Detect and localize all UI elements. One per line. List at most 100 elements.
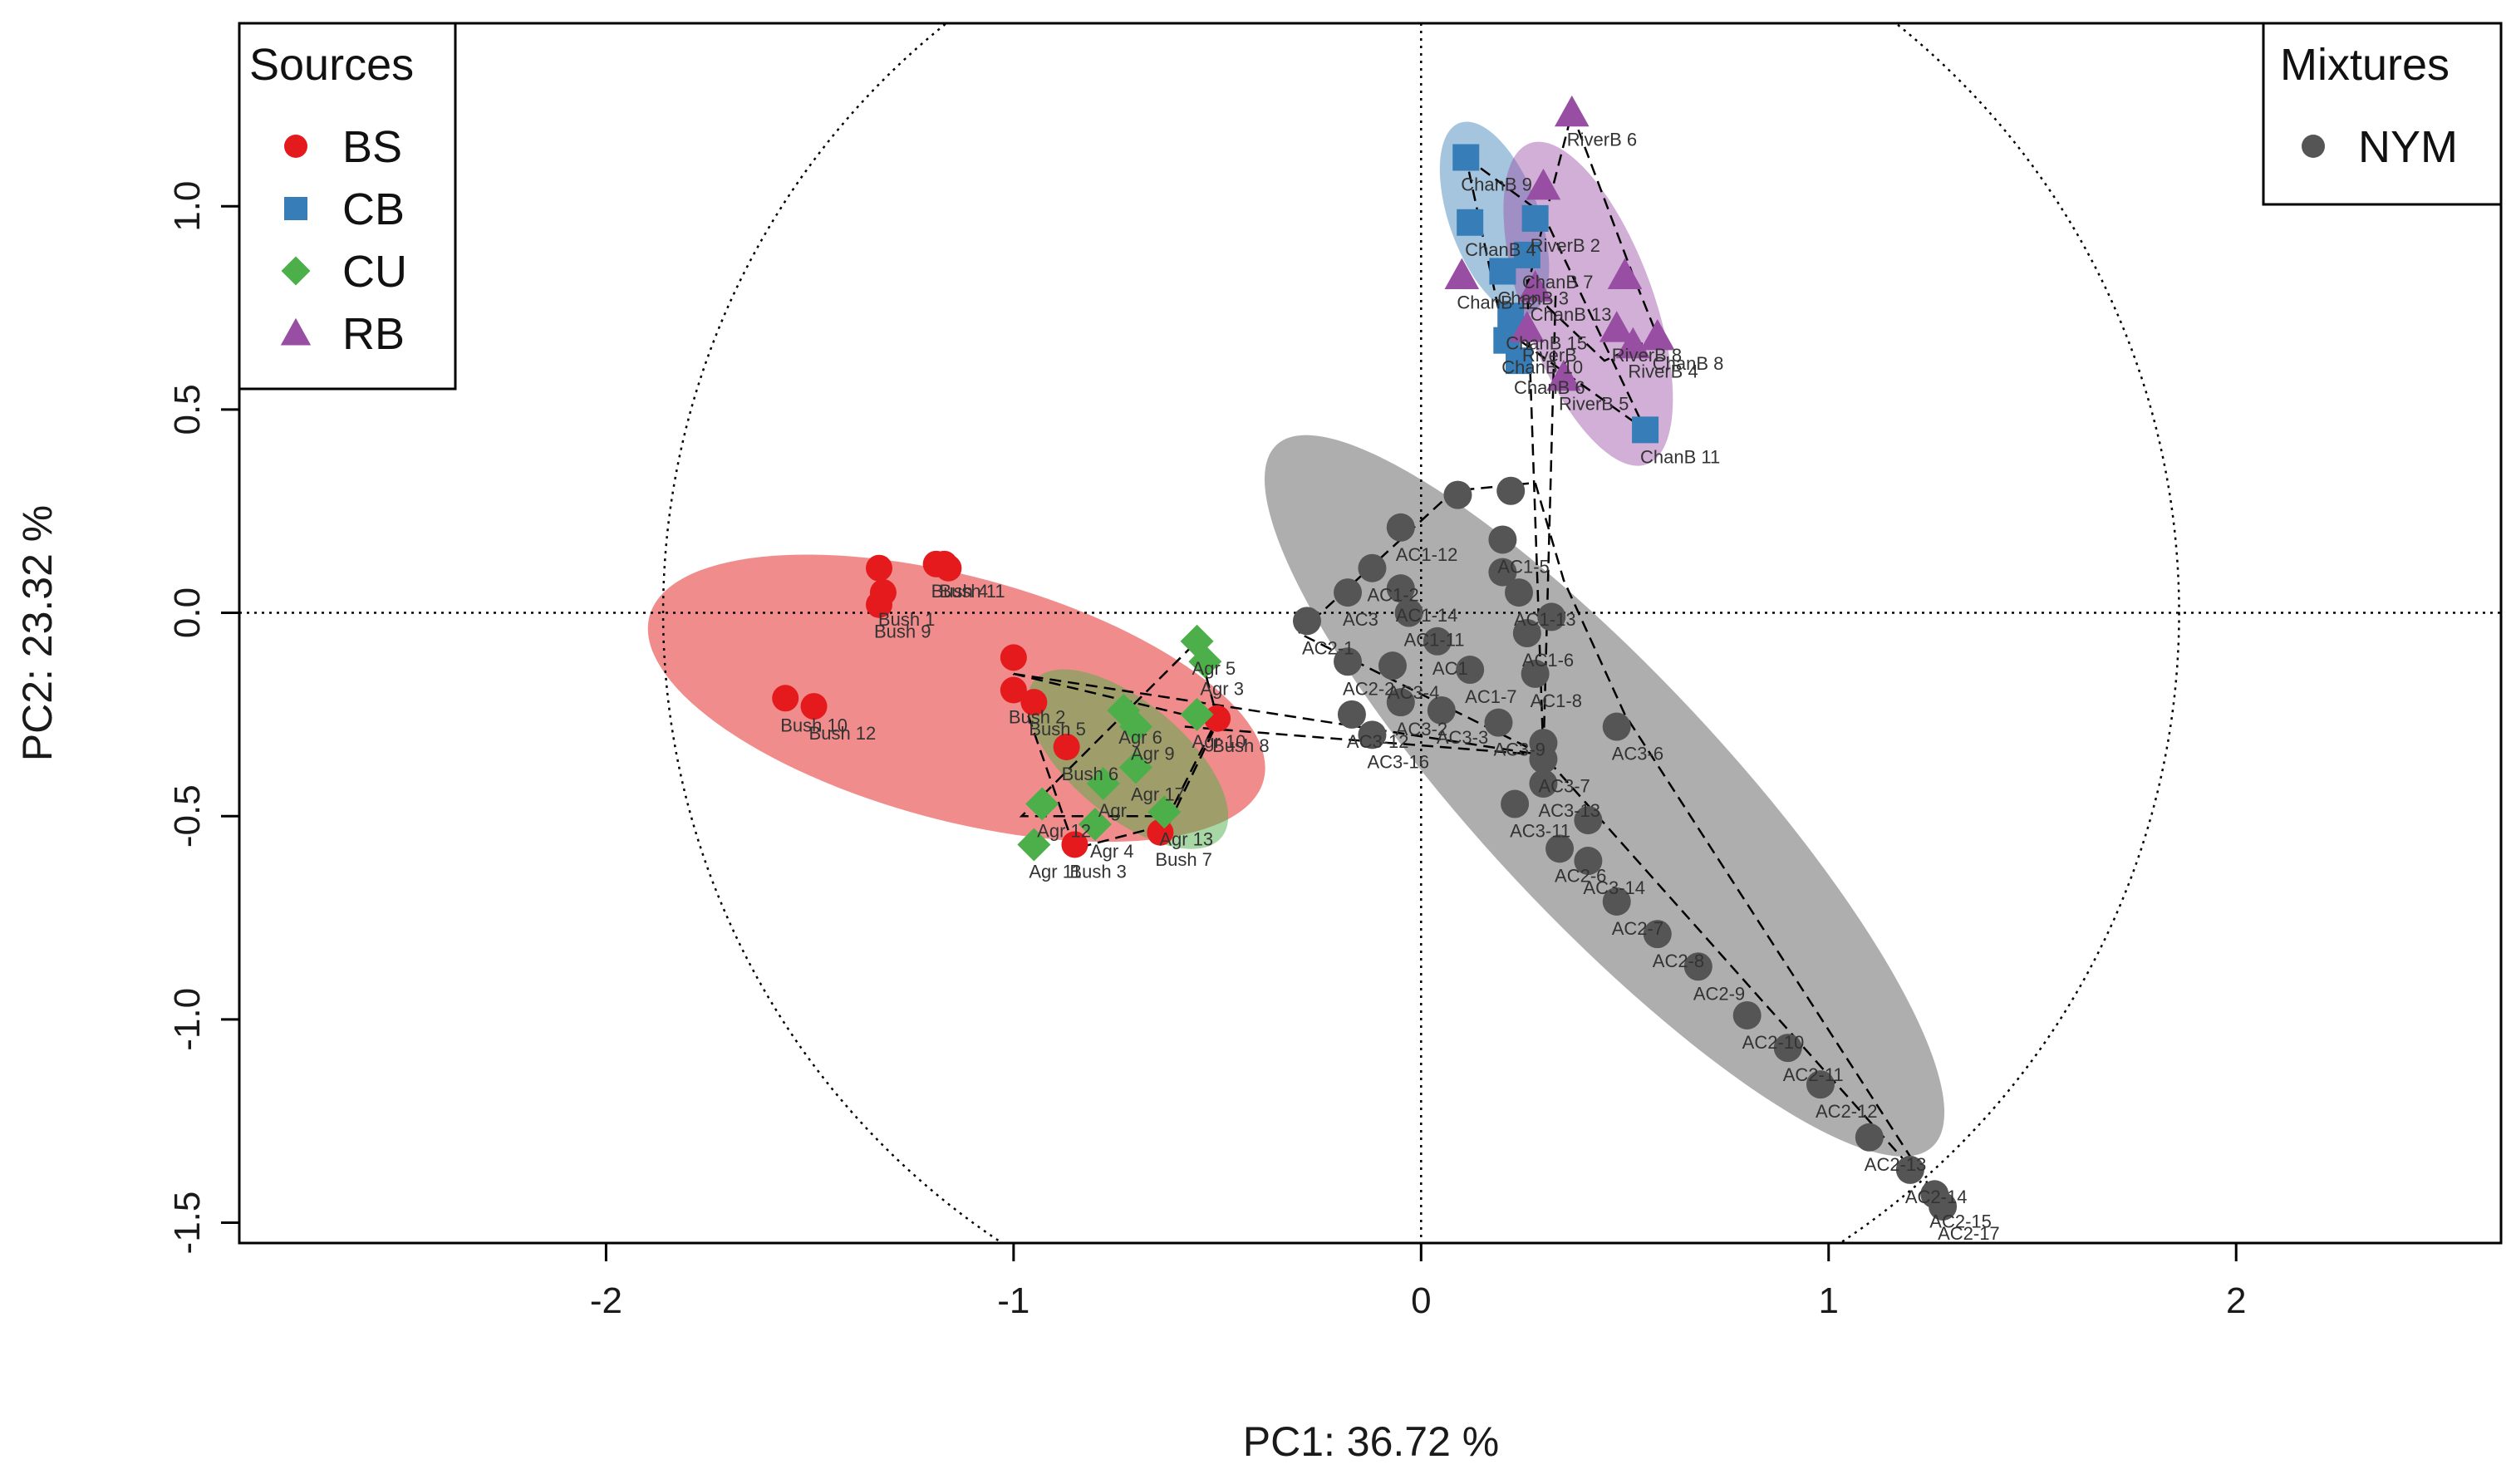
point-label-nym-22: AC3-9 [1493, 740, 1545, 760]
point-nym-10 [1394, 598, 1423, 627]
point-label-nym-39: AC2-14 [1905, 1187, 1968, 1207]
point-label-nym-21: AC3-12 [1347, 731, 1409, 752]
point-label-cb-5: ChanB 3 [1497, 287, 1569, 308]
point-label-bs-3: Bush 4 [931, 581, 989, 602]
point-label-rb-4: ChanB 13 [1531, 304, 1612, 325]
y-tick-label-5: 0.5 [167, 384, 208, 435]
point-label-nym-5: AC1-2 [1367, 585, 1418, 606]
point-label-nym-7: AC1-14 [1396, 605, 1458, 626]
legend-mixtures: Mixtures NYM [2262, 22, 2503, 206]
point-label-cu-11: Agr 11 [1029, 861, 1081, 882]
point-label-rb-9: RiverB [1522, 345, 1577, 366]
point-rb-2 [1526, 168, 1561, 200]
point-label-nym-25: AC3-6 [1612, 744, 1663, 764]
point-rb-3 [1444, 258, 1480, 290]
point-nym-1 [1443, 480, 1472, 509]
point-cu-3 [1180, 697, 1214, 731]
point-label-cb-9: ChanB 11 [1640, 446, 1720, 467]
point-label-nym-19: AC3-2 [1396, 719, 1447, 740]
point-label-cb-6: ChanB 15 [1506, 332, 1587, 353]
legend-label-nym: NYM [2358, 122, 2458, 172]
point-nym-8 [1334, 578, 1363, 607]
point-bs-7 [772, 685, 799, 712]
point-cb-1 [1452, 144, 1480, 171]
points-layer [772, 95, 1958, 1221]
point-bs-8 [800, 693, 828, 720]
point-label-cb-8: ChanB 6 [1514, 377, 1585, 398]
point-label-bs-11: Bush 5 [1029, 719, 1086, 740]
point-label-bs-12: Bush 6 [1062, 764, 1119, 784]
point-rb-9 [1510, 311, 1545, 342]
legend-label-rb: RB [342, 309, 405, 359]
point-bs-1 [866, 554, 893, 582]
centroid-link-2 [1184, 725, 1544, 757]
point-label-nym-12: AC2-1 [1302, 637, 1354, 658]
legend-sources: Sources BS CB CU RB [238, 22, 457, 391]
point-label-rb-8: ChanB 8 [1653, 353, 1724, 374]
point-cu-11 [1017, 828, 1051, 862]
x-tick-label-3: 0 [1411, 1280, 1431, 1321]
point-label-nym-10: AC1-11 [1404, 630, 1465, 651]
point-cb-8 [1506, 347, 1533, 375]
point-nym-26 [1529, 744, 1558, 774]
point-label-bs-10: Bush 2 [1009, 707, 1066, 728]
centroid-link-1 [1013, 672, 1544, 757]
point-label-nym-18: AC1-8 [1531, 690, 1582, 711]
point-bs-13 [1061, 831, 1088, 858]
x-axis: -2 -1 0 1 2 [590, 1243, 2246, 1321]
guides-layer [239, 23, 2501, 1243]
point-nym-4 [1488, 525, 1517, 554]
point-label-nym-27: AC3-13 [1538, 800, 1600, 821]
point-label-cu-1: Agr 5 [1192, 658, 1236, 679]
legend-marker-nym [2302, 135, 2325, 158]
point-cb-4 [1513, 241, 1541, 268]
point-label-nym-14: AC1-6 [1522, 650, 1574, 671]
point-nym-7 [1386, 574, 1415, 603]
point-label-nym-4: AC1-5 [1497, 556, 1549, 577]
y-tick-label-4: 0.0 [167, 587, 208, 638]
x-tick-label-4: 1 [1819, 1280, 1839, 1321]
legend-mixtures-items: NYM [2302, 122, 2458, 172]
point-bs-10 [1000, 676, 1027, 704]
point-label-cu-4: Agr 6 [1118, 727, 1162, 748]
y-tick-label-2: -1.0 [167, 988, 208, 1051]
point-nym-17 [1456, 656, 1485, 685]
point-label-nym-15: AC2-2 [1343, 678, 1394, 699]
centroid-link-4 [1542, 295, 1557, 755]
point-nym-30 [1545, 834, 1575, 863]
point-label-nym-9: AC1-13 [1514, 609, 1576, 630]
point-bs-5 [935, 554, 962, 582]
point-cu-7 [1118, 750, 1152, 784]
point-label-rb-10: RiverB 5 [1559, 394, 1629, 415]
point-label-nym-17: AC1-7 [1465, 686, 1516, 707]
point-nym-19 [1386, 688, 1415, 717]
point-label-nym-8: AC3 [1343, 609, 1378, 630]
point-bs-9 [1000, 644, 1027, 671]
legend-mixtures-box [2262, 22, 2503, 206]
ellipse-nym [1264, 435, 1945, 1157]
point-nym-39 [1895, 1155, 1924, 1184]
point-nym-32 [1602, 887, 1631, 916]
y-tick-label-3: -0.5 [167, 784, 208, 848]
point-label-nym-31: AC3-14 [1583, 877, 1645, 898]
point-label-cb-1: ChanB 9 [1461, 174, 1532, 194]
point-nym-3 [1386, 513, 1415, 542]
point-cu-9 [1078, 807, 1112, 841]
y-tick-label-1: -1.5 [167, 1192, 208, 1255]
point-nym-34 [1683, 952, 1712, 981]
point-rb-4 [1517, 270, 1553, 302]
point-label-cb-4: ChanB 7 [1522, 272, 1594, 292]
point-label-cu-3: Agr 10 [1192, 731, 1246, 752]
point-label-cu-8: Agr 12 [1037, 821, 1091, 842]
y-axis: -1.5 -1.0 -0.5 0.0 0.5 1.0 [167, 181, 239, 1255]
point-label-nym-36: AC2-11 [1783, 1064, 1844, 1085]
point-cb-2 [1457, 209, 1484, 236]
point-nym-27 [1529, 769, 1558, 799]
point-label-nym-28: AC3-11 [1510, 821, 1570, 842]
point-rb-10 [1546, 359, 1581, 391]
legend-sources-box [238, 22, 457, 391]
y-axis-title: PC2: 23.32 % [14, 505, 61, 762]
point-nym-20 [1427, 695, 1456, 725]
point-nym-38 [1855, 1123, 1884, 1152]
